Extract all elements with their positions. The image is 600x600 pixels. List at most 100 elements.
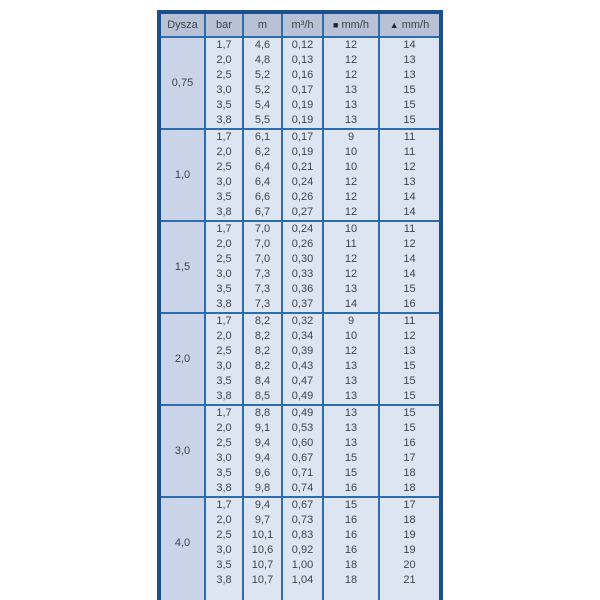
table-row: 3,5 8,4 0,47 13 15 — [159, 374, 441, 389]
value-cell: 0,36 — [281, 282, 323, 297]
table-row: 3,0 7,3 0,33 12 14 — [159, 267, 441, 282]
value-cell: 5,4 — [242, 98, 282, 113]
value-cell: 18 — [322, 558, 379, 573]
value-cell: 0,83 — [281, 528, 323, 543]
col-header-mmh-triangle: ▲ mm/h — [378, 12, 441, 38]
value-cell: 0,67 — [281, 451, 323, 466]
value-cell: 0,47 — [281, 374, 323, 389]
value-cell: 18 — [322, 573, 379, 600]
col-header-dysza: Dysza — [158, 12, 205, 38]
table-row: 2,0 1,7 8,2 0,32 9 11 — [158, 313, 441, 405]
value-cell: 3,5 — [204, 98, 243, 113]
value-cell: 6,2 — [242, 145, 282, 160]
table-row: 2,5 9,4 0,60 13 16 — [159, 436, 441, 451]
value-cell: 9,7 — [242, 513, 282, 528]
value-cell: 15 — [378, 98, 441, 113]
table-row: 3,8 7,3 0,37 14 16 — [159, 297, 441, 313]
value-cell: 3,5 — [204, 466, 243, 481]
nozzle-group: 1,5 1,7 7,0 0,24 10 11 2,0 7,0 0,26 11 12 2,5 7,0 0,3… — [158, 221, 441, 313]
value-cell: 0,53 — [281, 421, 323, 436]
value-cell: 7,0 — [242, 252, 282, 267]
value-cell: 7,3 — [242, 297, 282, 313]
value-cell: 1,7 — [204, 497, 243, 513]
value-cell: 1,7 — [204, 37, 243, 53]
value-cell: 13 — [322, 405, 379, 421]
value-cell: 3,0 — [204, 543, 243, 558]
table-row: 3,0 9,4 0,67 15 17 — [159, 451, 441, 466]
value-cell: 15 — [378, 421, 441, 436]
value-cell: 0,32 — [281, 313, 323, 329]
value-cell: 9,1 — [242, 421, 282, 436]
value-cell: 2,5 — [204, 68, 243, 83]
value-cell: 0,49 — [281, 405, 323, 421]
value-cell: 16 — [322, 481, 379, 497]
value-cell: 3,0 — [204, 267, 243, 282]
value-cell: 14 — [378, 190, 441, 205]
value-cell: 6,1 — [242, 129, 282, 145]
value-cell: 0,49 — [281, 389, 323, 405]
value-cell: 10,1 — [242, 528, 282, 543]
value-cell: 15 — [322, 466, 379, 481]
value-cell: 1,7 — [204, 129, 243, 145]
table-row: 2,0 6,2 0,19 10 11 — [159, 145, 441, 160]
nozzle-group: 2,0 1,7 8,2 0,32 9 11 2,0 8,2 0,34 10 12 2,5 8,2 0,39… — [158, 313, 441, 405]
value-cell: 16 — [322, 543, 379, 558]
value-cell: 12 — [378, 160, 441, 175]
value-cell: 9,6 — [242, 466, 282, 481]
value-cell: 17 — [378, 497, 441, 513]
value-cell: 2,5 — [204, 344, 243, 359]
table-row: 0,75 1,7 4,6 0,12 12 14 — [158, 37, 441, 129]
table-row: 2,5 8,2 0,39 12 13 — [159, 344, 441, 359]
dysza-cell: 4,0 — [158, 497, 205, 600]
value-cell: 11 — [378, 145, 441, 160]
value-cell: 12 — [322, 53, 379, 68]
value-cell: 2,0 — [204, 237, 243, 252]
value-cell: 11 — [378, 313, 441, 329]
value-cell: 12 — [322, 205, 379, 221]
value-cell: 0,33 — [281, 267, 323, 282]
table-row: 2,5 5,2 0,16 12 13 — [159, 68, 441, 83]
value-cell: 6,6 — [242, 190, 282, 205]
value-cell: 0,39 — [281, 344, 323, 359]
value-cell: 19 — [378, 543, 441, 558]
value-cell: 0,17 — [281, 129, 323, 145]
value-cell: 12 — [322, 68, 379, 83]
table-row: 2,0 7,0 0,26 11 12 — [159, 237, 441, 252]
value-cell: 3,8 — [204, 205, 243, 221]
value-cell: 15 — [378, 359, 441, 374]
value-cell: 13 — [322, 421, 379, 436]
table-row: 2,5 6,4 0,21 10 12 — [159, 160, 441, 175]
value-cell: 3,5 — [204, 374, 243, 389]
value-cell: 16 — [322, 528, 379, 543]
value-cell: 13 — [322, 374, 379, 389]
value-cell: 0,19 — [281, 145, 323, 160]
value-cell: 14 — [378, 252, 441, 267]
value-cell: 0,71 — [281, 466, 323, 481]
nozzle-group: 3,0 1,7 8,8 0,49 13 15 2,0 9,1 0,53 13 15 2,5 9,4 0,6… — [158, 405, 441, 497]
value-cell: 0,67 — [281, 497, 323, 513]
value-cell: 0,34 — [281, 329, 323, 344]
value-cell: 1,7 — [204, 221, 243, 237]
value-cell: 13 — [322, 282, 379, 297]
value-cell: 0,19 — [281, 113, 323, 129]
value-cell: 18 — [378, 481, 441, 497]
col-header-label: bar — [216, 18, 232, 31]
value-cell: 1,7 — [204, 405, 243, 421]
col-header-mmh-square: ■ mm/h — [322, 12, 379, 38]
value-cell: 7,0 — [242, 237, 282, 252]
data-table: Dysza bar m m³/h ■ mm/h ▲ mm/h 0,75 1,7 4,6 0,12 12… — [157, 10, 443, 600]
value-cell: 13 — [322, 359, 379, 374]
value-cell: 8,2 — [242, 359, 282, 374]
value-cell: 12 — [322, 267, 379, 282]
value-cell: 0,13 — [281, 53, 323, 68]
value-cell: 3,8 — [204, 573, 243, 600]
value-cell: 8,2 — [242, 313, 282, 329]
nozzle-group: 4,0 1,7 9,4 0,67 15 17 2,0 9,7 0,73 16 18 2,5 10,1 0,… — [158, 497, 441, 600]
value-cell: 6,4 — [242, 160, 282, 175]
value-cell: 2,0 — [204, 53, 243, 68]
table-row: 3,5 10,7 1,00 18 20 — [159, 558, 441, 573]
value-cell: 8,5 — [242, 389, 282, 405]
value-cell: 6,4 — [242, 175, 282, 190]
value-cell: 10 — [322, 221, 379, 237]
